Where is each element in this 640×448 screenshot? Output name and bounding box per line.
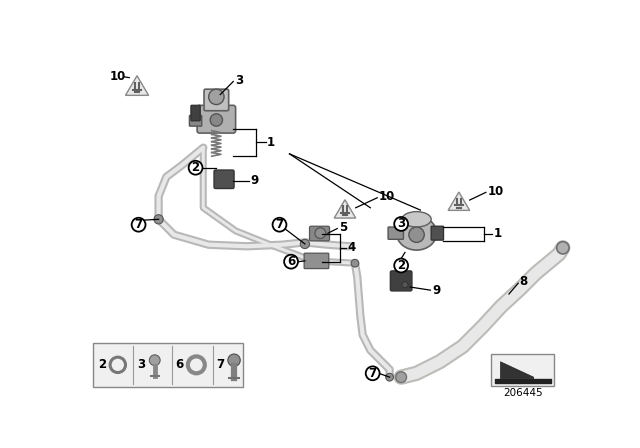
- Circle shape: [386, 373, 394, 381]
- Text: 9: 9: [432, 284, 440, 297]
- Circle shape: [402, 282, 408, 288]
- FancyBboxPatch shape: [197, 105, 236, 133]
- Circle shape: [228, 354, 240, 366]
- Text: 2: 2: [99, 358, 106, 371]
- Circle shape: [188, 356, 205, 373]
- FancyBboxPatch shape: [431, 226, 444, 240]
- Circle shape: [189, 161, 202, 175]
- FancyBboxPatch shape: [93, 343, 243, 387]
- Text: 6: 6: [175, 358, 184, 371]
- FancyBboxPatch shape: [310, 226, 330, 241]
- FancyBboxPatch shape: [390, 271, 412, 291]
- FancyBboxPatch shape: [304, 253, 329, 269]
- Text: 6: 6: [287, 255, 295, 268]
- Text: 9: 9: [250, 174, 259, 187]
- Circle shape: [273, 218, 287, 232]
- Text: 2: 2: [397, 259, 405, 272]
- Text: 3: 3: [137, 358, 145, 371]
- Text: 10: 10: [488, 185, 504, 198]
- FancyBboxPatch shape: [191, 105, 200, 121]
- Circle shape: [132, 218, 145, 232]
- Text: 1: 1: [267, 136, 275, 149]
- Text: 2: 2: [191, 161, 200, 174]
- Circle shape: [149, 355, 160, 366]
- FancyBboxPatch shape: [492, 354, 554, 386]
- Text: 7: 7: [369, 367, 377, 380]
- Text: 1: 1: [493, 228, 502, 241]
- Text: 7: 7: [275, 218, 284, 231]
- Text: 5: 5: [339, 221, 347, 234]
- Text: 4: 4: [348, 241, 355, 254]
- Text: 10: 10: [379, 190, 395, 203]
- Polygon shape: [125, 76, 148, 95]
- Circle shape: [351, 259, 359, 267]
- Circle shape: [365, 366, 380, 380]
- Circle shape: [409, 227, 424, 242]
- Text: 7: 7: [134, 218, 143, 231]
- Circle shape: [300, 239, 310, 249]
- Circle shape: [394, 258, 408, 272]
- Circle shape: [210, 114, 223, 126]
- FancyBboxPatch shape: [214, 170, 234, 189]
- Text: 206445: 206445: [503, 388, 543, 398]
- Polygon shape: [448, 192, 470, 211]
- FancyBboxPatch shape: [189, 116, 202, 126]
- Text: 10: 10: [110, 70, 126, 83]
- Circle shape: [284, 255, 298, 269]
- FancyBboxPatch shape: [388, 227, 403, 239]
- Text: 8: 8: [520, 275, 528, 288]
- Circle shape: [394, 217, 408, 231]
- Circle shape: [209, 89, 224, 104]
- Text: 3: 3: [235, 74, 243, 87]
- Text: 7: 7: [216, 358, 224, 371]
- Text: 3: 3: [397, 217, 405, 230]
- Circle shape: [154, 215, 163, 224]
- Ellipse shape: [402, 211, 431, 227]
- FancyBboxPatch shape: [204, 89, 228, 111]
- Circle shape: [110, 357, 125, 373]
- Circle shape: [557, 241, 569, 254]
- Circle shape: [315, 228, 326, 238]
- Polygon shape: [334, 200, 356, 218]
- Polygon shape: [500, 362, 534, 379]
- Ellipse shape: [397, 216, 436, 250]
- Circle shape: [396, 372, 406, 383]
